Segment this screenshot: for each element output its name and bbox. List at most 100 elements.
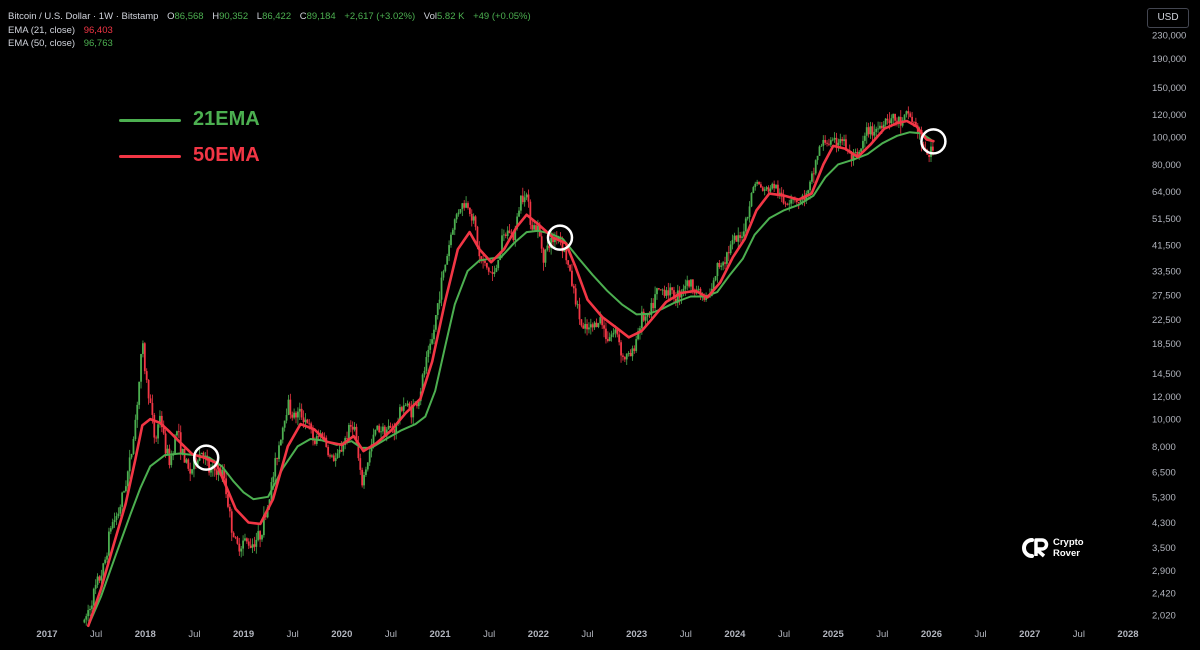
candle-body: [189, 468, 192, 474]
candle-body: [261, 535, 263, 540]
ema-line-21ema: [87, 131, 935, 627]
candle-body: [795, 200, 798, 203]
candle-body: [771, 183, 774, 189]
candle-body: [516, 216, 519, 229]
time-tick-label: Jul: [483, 629, 495, 640]
candle-body: [544, 249, 547, 263]
volume-value: 5.82 K: [436, 11, 465, 22]
time-tick-label: 2018: [135, 629, 156, 640]
candle-body: [259, 531, 262, 540]
candle-body: [775, 184, 777, 189]
price-tick-label: 18,500: [1152, 339, 1181, 350]
legend-green-swatch: [119, 119, 181, 122]
time-tick-label: Jul: [188, 629, 200, 640]
candle-body: [208, 460, 210, 473]
currency-selector[interactable]: USD: [1147, 8, 1189, 28]
candle-body: [400, 407, 403, 411]
time-axis[interactable]: 2017 Jul 2018 Jul 2019 Jul 2020 Jul 2021 Jul 2022 J…: [36, 629, 1138, 640]
candle-body: [673, 290, 675, 299]
candle-body: [724, 262, 726, 264]
candle-body: [852, 152, 855, 161]
candle-body: [130, 453, 133, 458]
ema50-value: 96,763: [83, 38, 113, 49]
candle-body: [378, 425, 381, 433]
candle-body: [406, 403, 409, 406]
candle-body: [763, 189, 766, 191]
candle-body: [714, 276, 717, 281]
candle-body: [760, 184, 762, 188]
low-value: 86,422: [262, 11, 292, 22]
candle-body: [525, 194, 528, 198]
candle-body: [329, 455, 331, 457]
candle-body: [459, 208, 462, 213]
candle-body: [412, 404, 415, 418]
candle-body: [712, 280, 715, 289]
candle-body: [756, 181, 759, 184]
candle-body: [125, 486, 127, 492]
candle-body: [474, 216, 477, 227]
price-tick-label: 51,500: [1152, 214, 1181, 225]
candle-body: [676, 290, 679, 304]
ema50-info-row[interactable]: EMA (50, close) 96,763: [8, 38, 113, 50]
candle-body: [185, 459, 188, 463]
symbol-title[interactable]: Bitcoin / U.S. Dollar · 1W · Bitstamp: [8, 11, 159, 22]
candle-body: [786, 204, 789, 206]
candle-body: [278, 445, 280, 460]
price-change: +2,617 (+3.02%): [344, 11, 416, 22]
volume-change: +49 (+0.05%): [473, 11, 531, 22]
candle-body: [559, 236, 562, 242]
time-tick-label: Jul: [1073, 629, 1085, 640]
candle-body: [389, 425, 392, 428]
candle-body: [387, 425, 390, 430]
candle-body: [402, 405, 405, 411]
candle-body: [472, 216, 475, 221]
candle-body: [221, 469, 224, 476]
candle-body: [867, 127, 870, 135]
ema21-info-row[interactable]: EMA (21, close) 96,403: [8, 25, 113, 37]
candle-body: [610, 334, 613, 338]
candle-body: [748, 206, 751, 218]
candle-body: [497, 259, 500, 268]
candle-body: [572, 285, 575, 289]
candle-body: [276, 458, 279, 460]
candle-body: [856, 151, 859, 156]
candle-body: [606, 338, 609, 342]
candle-body: [202, 452, 205, 458]
candle-body: [727, 252, 730, 254]
candle-body: [321, 433, 324, 438]
candle-body: [140, 353, 142, 382]
candle-body: [234, 537, 237, 539]
candle-body: [476, 226, 479, 247]
candle-body: [720, 265, 723, 267]
candle-body: [535, 225, 537, 231]
candle-body: [523, 197, 526, 203]
time-tick-label: 2021: [430, 629, 452, 640]
candle-body: [98, 576, 101, 581]
candle-body: [529, 201, 532, 225]
candle-body: [159, 415, 161, 425]
candle-body: [176, 431, 178, 436]
candle-body: [262, 514, 265, 536]
candle-body: [308, 423, 311, 425]
candle-body: [438, 299, 441, 304]
high-label: H: [212, 11, 220, 22]
candle-body: [782, 196, 785, 204]
candle-body: [366, 462, 369, 470]
candle-body: [153, 414, 156, 438]
candle-body: [518, 210, 520, 217]
candle-body: [416, 403, 418, 407]
candle-body: [631, 348, 634, 357]
candle-body: [690, 279, 692, 287]
time-tick-label: 2022: [528, 629, 549, 640]
candle-body: [826, 142, 828, 144]
candle-body: [87, 610, 90, 617]
candle-body: [674, 298, 677, 304]
candle-body: [465, 203, 467, 208]
candle-body: [865, 127, 868, 136]
candle-body: [274, 458, 277, 477]
price-axis[interactable]: 2,020 2,420 2,900 3,500 4,300 5,300 6,500 8,000…: [1152, 31, 1186, 622]
candle-body: [506, 230, 509, 237]
candle-body: [365, 469, 367, 476]
candle-body: [684, 285, 687, 289]
